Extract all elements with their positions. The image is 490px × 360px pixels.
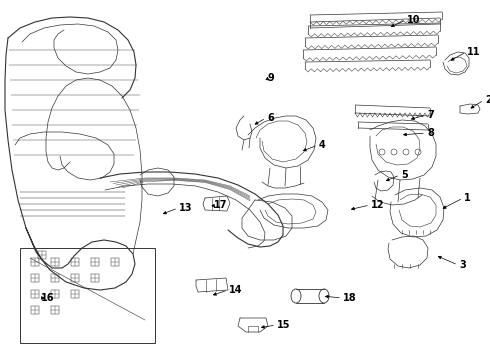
Text: 9: 9 (267, 73, 274, 83)
Text: 16: 16 (41, 293, 54, 303)
Text: 13: 13 (179, 203, 193, 213)
Text: 6: 6 (267, 113, 274, 123)
Text: 14: 14 (229, 285, 243, 295)
Text: 10: 10 (407, 15, 420, 25)
Text: 18: 18 (343, 293, 357, 303)
Text: 11: 11 (467, 47, 481, 57)
Text: 17: 17 (214, 200, 227, 210)
Text: 4: 4 (319, 140, 326, 150)
Text: 7: 7 (427, 110, 434, 120)
Text: 15: 15 (277, 320, 291, 330)
Text: 5: 5 (401, 170, 408, 180)
Text: 3: 3 (459, 260, 466, 270)
Text: 12: 12 (371, 200, 385, 210)
Text: 2: 2 (485, 95, 490, 105)
Text: 8: 8 (427, 128, 434, 138)
Text: 1: 1 (464, 193, 471, 203)
